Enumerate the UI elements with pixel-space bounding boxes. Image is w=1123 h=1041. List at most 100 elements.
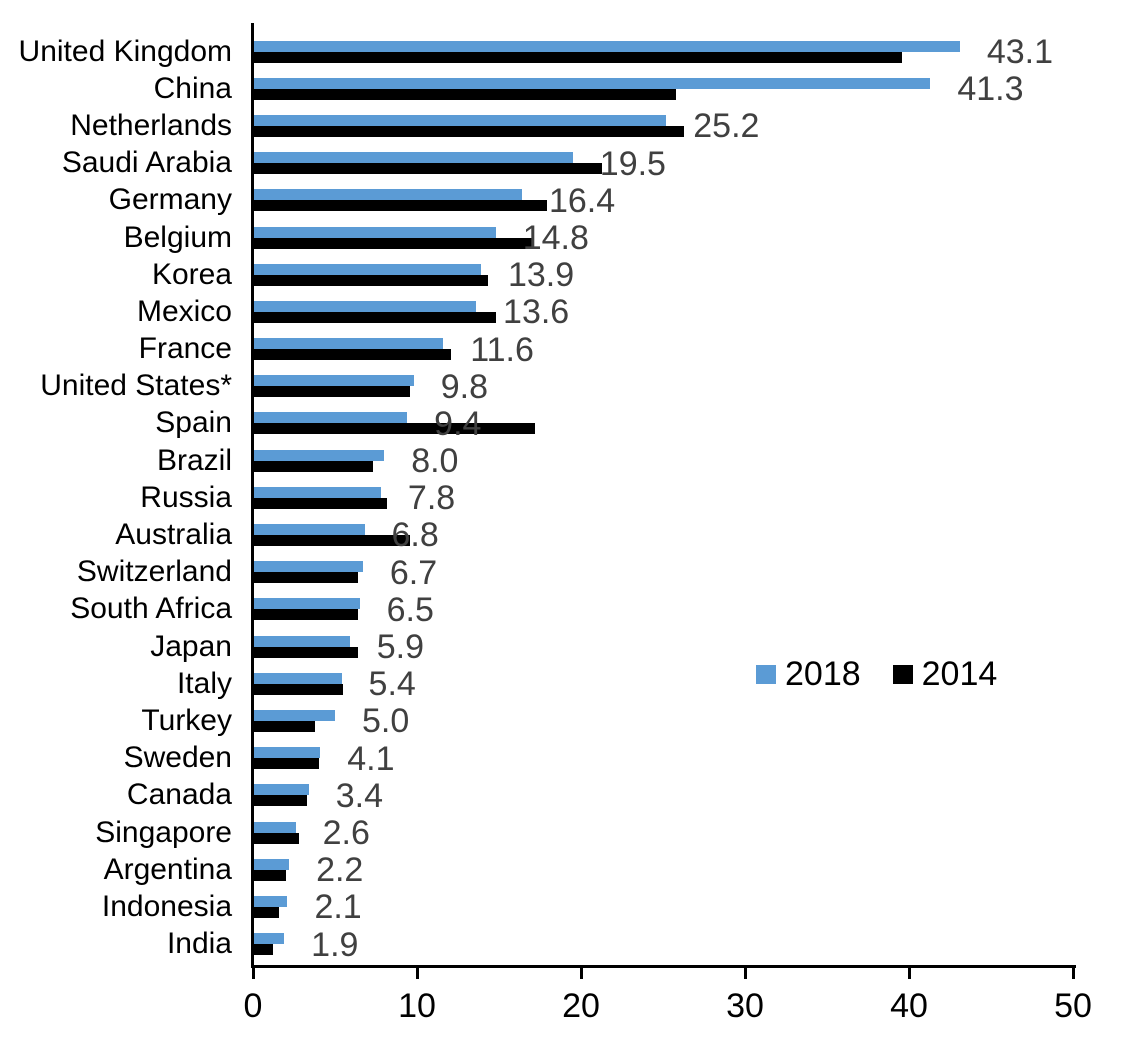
chart-row: Argentina 2.2: [0, 851, 1123, 888]
value-label: 14.8: [522, 218, 589, 257]
category-label: Italy: [176, 666, 232, 700]
x-tick-mark: [415, 968, 419, 979]
category-label: Indonesia: [101, 889, 232, 923]
bar-2014: [253, 311, 496, 323]
chart-row: China 41.3: [0, 70, 1123, 107]
value-label: 6.5: [386, 590, 434, 629]
legend-swatch-icon: [756, 665, 776, 684]
bar-2018: [253, 635, 350, 647]
value-label: 6.7: [389, 553, 438, 592]
category-label: Mexico: [136, 294, 232, 328]
bar-2014: [253, 349, 452, 361]
value-label: 2.6: [322, 813, 370, 852]
bar-2014: [253, 720, 316, 732]
x-tick-label: 40: [890, 987, 928, 1025]
bar-2018: [253, 263, 481, 275]
bar-2014: [253, 386, 411, 398]
category-label: Australia: [115, 518, 232, 552]
x-tick-mark: [743, 968, 747, 979]
bar-2018: [253, 300, 477, 312]
x-axis-line: [251, 965, 1076, 968]
x-tick-mark: [907, 968, 911, 979]
bar-2018: [253, 895, 288, 907]
value-label: 3.4: [335, 776, 384, 815]
bar-2014: [253, 423, 536, 435]
value-label: 19.5: [599, 144, 666, 183]
chart-row: Belgium 14.8: [0, 219, 1123, 256]
bar-2014: [253, 125, 685, 137]
bar-2018: [253, 784, 309, 796]
category-label: Brazil: [156, 443, 232, 477]
category-label: Sweden: [123, 741, 232, 775]
bar-2014: [253, 51, 903, 63]
category-label: Netherlands: [70, 108, 232, 142]
category-label: Korea: [151, 257, 232, 291]
x-tick-label: 10: [398, 987, 436, 1025]
bar-2014: [253, 460, 373, 472]
legend: 2018 2014: [756, 655, 997, 694]
chart-row: Singapore 2.6: [0, 814, 1123, 851]
bar-2018: [253, 858, 290, 870]
value-label: 4.1: [347, 739, 395, 778]
chart-row: Japan 5.9: [0, 628, 1123, 665]
chart-row: Turkey 5.0: [0, 702, 1123, 739]
bar-2018: [253, 412, 408, 424]
bar-2018: [253, 561, 363, 573]
legend-item-2018: 2018: [756, 655, 861, 694]
bar-2018: [253, 486, 381, 498]
category-label: Canada: [126, 778, 232, 812]
bar-2014: [253, 274, 488, 286]
value-label: 13.6: [503, 293, 570, 332]
bar-2014: [253, 237, 532, 249]
chart-row: Indonesia 2.1: [0, 888, 1123, 925]
value-label: 1.9: [311, 925, 359, 964]
x-tick-mark: [579, 968, 583, 979]
category-label: Turkey: [141, 703, 232, 737]
bar-2014: [253, 795, 308, 807]
x-tick-label: 0: [243, 987, 263, 1025]
bar-2014: [253, 88, 677, 100]
bar-2014: [253, 944, 273, 956]
bar-2018: [253, 747, 321, 759]
category-label: Spain: [155, 406, 232, 440]
plot-rows: United Kingdom 43.1 China 41.3 Netherlands 25…: [0, 33, 1123, 963]
value-label: 5.9: [376, 628, 425, 666]
category-label: Switzerland: [76, 555, 232, 589]
category-label: South Africa: [70, 592, 232, 626]
value-label: 2.1: [314, 888, 362, 927]
chart-row: Sweden 4.1: [0, 740, 1123, 777]
bar-2014: [253, 646, 358, 658]
bar-2018: [253, 524, 365, 536]
bar-2018: [253, 375, 414, 387]
value-label: 11.6: [470, 330, 534, 369]
value-label: 8.0: [411, 442, 459, 481]
bar-2014: [253, 609, 358, 621]
value-label: 25.2: [693, 107, 760, 146]
value-label: 9.4: [434, 404, 482, 443]
chart-row: Germany 16.4: [0, 182, 1123, 219]
bar-2014: [253, 683, 344, 695]
chart-row: Canada 3.4: [0, 777, 1123, 814]
category-label: India: [166, 927, 232, 961]
x-tick-label: 50: [1054, 987, 1092, 1025]
category-label: Belgium: [123, 220, 232, 254]
bar-2014: [253, 200, 547, 212]
x-tick-label: 20: [562, 987, 600, 1025]
value-label: 5.4: [368, 665, 416, 704]
category-label: Germany: [108, 183, 232, 217]
bar-2018: [253, 189, 522, 201]
bar-2018: [253, 598, 360, 610]
category-label: United States*: [40, 369, 232, 403]
bar-2014: [253, 869, 286, 881]
chart-row: Brazil 8.0: [0, 442, 1123, 479]
bar-2014: [253, 535, 411, 547]
value-label: 16.4: [548, 181, 616, 220]
bar-2014: [253, 758, 319, 770]
chart-row: Russia 7.8: [0, 479, 1123, 516]
x-tick-mark: [251, 968, 255, 979]
bar-2014: [253, 497, 388, 509]
bar-2018: [253, 40, 960, 52]
chart-row: Switzerland 6.7: [0, 554, 1123, 591]
category-label: France: [138, 332, 232, 366]
